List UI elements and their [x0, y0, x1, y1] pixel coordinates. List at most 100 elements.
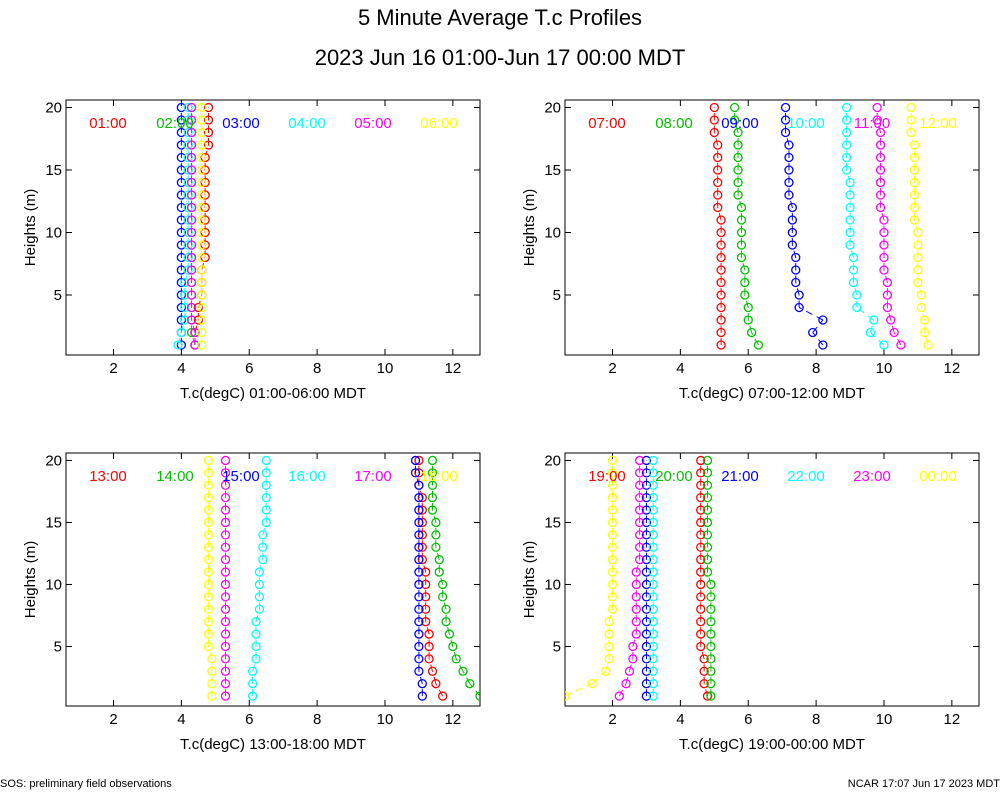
- data-point: [716, 302, 726, 313]
- data-point: [197, 240, 207, 250]
- series-15:00: [410, 455, 427, 701]
- series-13:00: [414, 455, 448, 701]
- data-point: [696, 555, 706, 565]
- data-point: [258, 555, 268, 565]
- series-segment: [258, 559, 264, 573]
- series-segment: [469, 683, 480, 697]
- data-point: [254, 604, 265, 614]
- x-tick-label: 8: [313, 711, 321, 728]
- data-point: [434, 567, 444, 577]
- data-point: [414, 542, 424, 552]
- data-point: [909, 152, 920, 163]
- panels: 2 4 6 8 10 12 5 10 15 20 T.c(degC) 01:00-06:00 MDT…: [22, 99, 980, 753]
- data-point: [791, 252, 801, 263]
- data-point: [176, 265, 187, 275]
- data-point: [220, 666, 231, 676]
- data-point: [607, 492, 618, 503]
- data-point: [220, 592, 231, 602]
- data-point: [431, 542, 441, 552]
- series-segment: [625, 671, 630, 684]
- legend-17:00: 17:00: [354, 468, 392, 485]
- series-segment: [707, 571, 712, 585]
- legend-03:00: 03:00: [222, 115, 260, 132]
- x-tick-label: 4: [676, 360, 684, 377]
- data-point: [203, 517, 214, 528]
- data-point: [183, 202, 193, 213]
- data-point: [648, 691, 658, 701]
- data-point: [414, 455, 424, 466]
- data-point: [197, 115, 207, 125]
- legend-01:00: 01:00: [89, 115, 127, 132]
- y-tick-label: 5: [54, 638, 62, 655]
- data-area: [203, 455, 480, 701]
- data-point: [183, 215, 193, 225]
- data-point: [183, 177, 193, 188]
- data-point: [641, 679, 652, 689]
- data-point: [648, 567, 658, 577]
- data-point: [183, 152, 193, 163]
- data-point: [879, 227, 889, 238]
- series-segment: [744, 294, 749, 308]
- data-point: [203, 604, 214, 614]
- data-point: [427, 492, 438, 503]
- data-point: [913, 265, 923, 275]
- data-point: [699, 679, 709, 689]
- series-segment: [785, 132, 790, 146]
- data-point: [920, 315, 930, 325]
- series-segment: [605, 658, 610, 672]
- data-point: [200, 252, 210, 263]
- x-tick-label: 12: [445, 360, 462, 377]
- data-point: [736, 202, 747, 213]
- x-tick-label: 10: [377, 360, 394, 377]
- data-point: [842, 115, 852, 125]
- series-segment: [700, 646, 705, 660]
- data-point: [220, 629, 231, 639]
- chart-subtitle: 2023 Jun 16 01:00-Jun 17 00:00 MDT: [315, 45, 686, 70]
- y-axis-label: Heights (m): [521, 189, 538, 267]
- series-04:00: [173, 102, 193, 350]
- data-point: [696, 480, 706, 490]
- data-point: [909, 190, 920, 200]
- data-point: [702, 505, 713, 515]
- x-tick-label: 10: [876, 360, 893, 377]
- series-segment: [869, 319, 875, 333]
- data-point: [587, 679, 597, 689]
- data-point: [848, 252, 859, 263]
- series-segment: [418, 671, 423, 684]
- data-point: [604, 654, 614, 664]
- data-point: [601, 666, 611, 676]
- data-point: [207, 666, 217, 676]
- x-tick-label: 10: [876, 711, 893, 728]
- y-tick-label: 5: [553, 287, 561, 304]
- x-tick-label: 8: [812, 711, 820, 728]
- data-point: [716, 215, 726, 225]
- data-point: [414, 579, 424, 590]
- series-segment: [876, 119, 882, 133]
- data-point: [421, 617, 431, 627]
- data-point: [607, 555, 618, 565]
- data-point: [220, 654, 231, 664]
- data-point: [845, 190, 855, 200]
- data-point: [431, 679, 441, 689]
- data-point: [713, 202, 723, 213]
- data-point: [203, 579, 214, 590]
- data-point: [261, 468, 271, 478]
- series-06:00: [197, 102, 207, 350]
- series-segment: [717, 207, 722, 221]
- data-point: [706, 641, 716, 652]
- data-point: [882, 277, 893, 288]
- data-point: [220, 505, 231, 515]
- data-point: [186, 290, 197, 300]
- x-tick-label: 12: [944, 711, 961, 728]
- data-point: [186, 202, 197, 213]
- data-point: [794, 302, 804, 313]
- data-point: [753, 340, 764, 350]
- data-point: [220, 468, 231, 478]
- data-point: [197, 327, 207, 338]
- data-point: [909, 177, 920, 188]
- legend-23:00: 23:00: [853, 468, 891, 485]
- data-point: [702, 567, 713, 577]
- data-point: [875, 140, 886, 150]
- data-point: [200, 215, 210, 225]
